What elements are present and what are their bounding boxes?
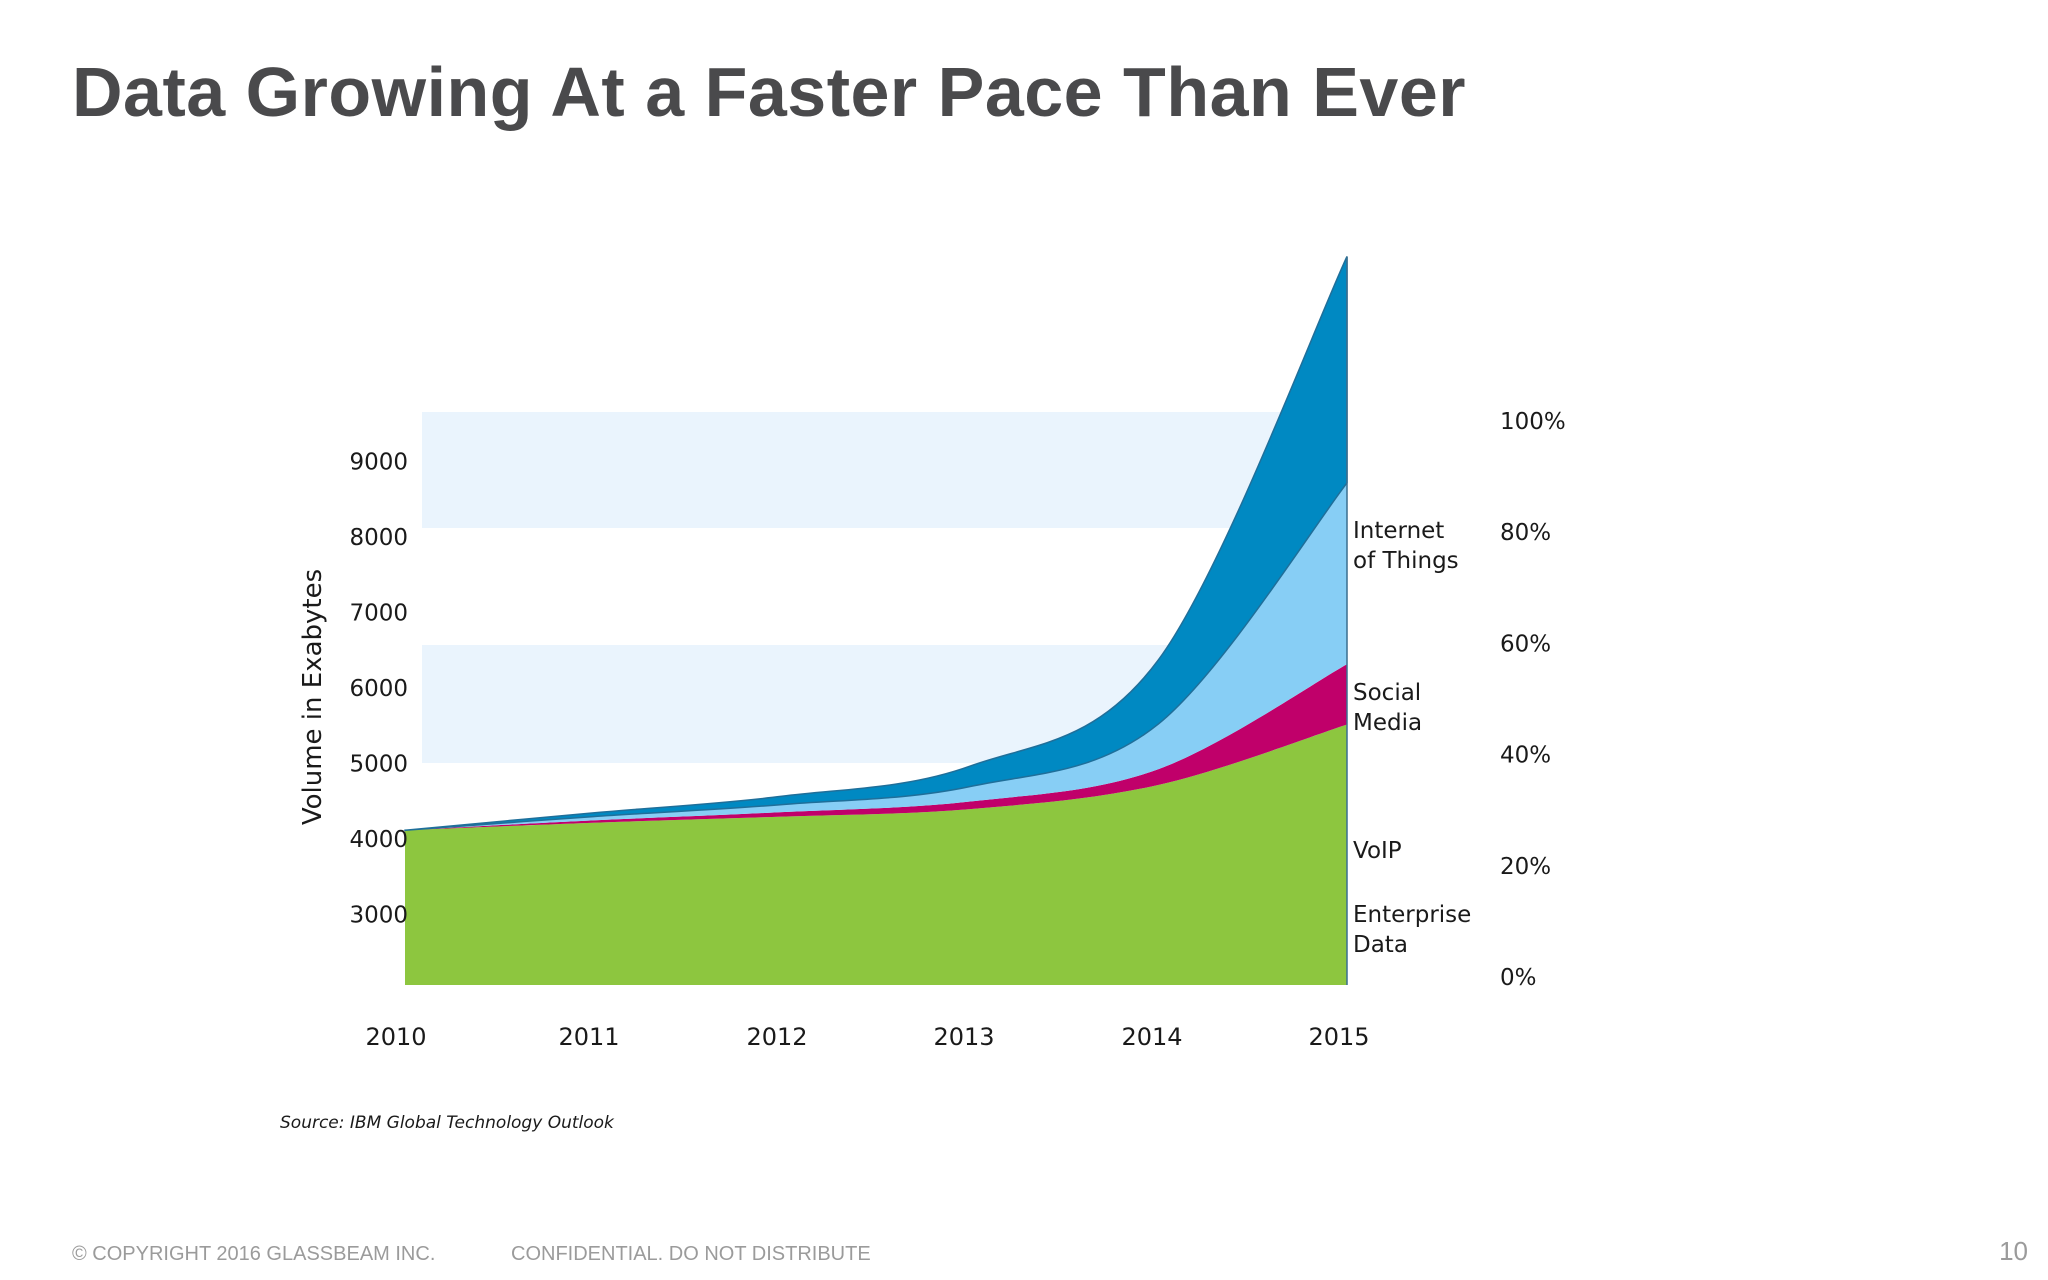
x-tick-label: 2010 <box>365 1023 426 1051</box>
area-series <box>404 256 1348 985</box>
area-internet-of-things <box>404 256 1348 832</box>
footer-confidential: CONFIDENTIAL. DO NOT DISTRIBUTE <box>511 1243 871 1265</box>
x-axis-ticks: 2010 2011 2012 2013 2014 2015 <box>365 1023 1369 1051</box>
percent-tick-label: 20% <box>1500 854 1551 880</box>
area-voip <box>405 664 1347 831</box>
y-tick-label: 8000 <box>349 525 408 551</box>
percent-tick-label: 40% <box>1500 743 1551 769</box>
x-tick-label: 2014 <box>1121 1023 1182 1051</box>
x-tick-label: 2012 <box>746 1023 807 1051</box>
series-label-enterprise-data: Enterprise Data <box>1353 902 1471 958</box>
background-band-1 <box>422 412 1347 528</box>
y-tick-label: 5000 <box>349 751 408 777</box>
percent-tick-label: 80% <box>1500 520 1551 546</box>
percent-tick-label: 100% <box>1500 409 1566 435</box>
area-enterprise-data <box>405 724 1347 985</box>
x-tick-label: 2015 <box>1308 1023 1369 1051</box>
percent-axis-ticks: 0% 20% 40% 60% 80% 100% <box>1500 409 1566 991</box>
x-tick-label: 2013 <box>933 1023 994 1051</box>
series-label-voip: VoIP <box>1353 838 1402 864</box>
percent-tick-label: 60% <box>1500 631 1551 657</box>
y-axis-label: Volume in Exabytes <box>298 569 328 825</box>
y-tick-label: 4000 <box>349 827 408 853</box>
y-tick-label: 9000 <box>349 449 408 475</box>
series-label-internet-of-things: Internet of Things <box>1353 518 1459 574</box>
x-tick-label: 2011 <box>558 1023 619 1051</box>
y-tick-label: 6000 <box>349 676 408 702</box>
series-labels: Enterprise Data VoIP Social Media Internet of … <box>1353 518 1471 958</box>
footer-copyright: © COPYRIGHT 2016 GLASSBEAM INC. <box>72 1243 436 1265</box>
page-number: 10 <box>1999 1236 2028 1266</box>
y-tick-label: 3000 <box>349 902 408 928</box>
y-tick-label: 7000 <box>349 600 408 626</box>
slide-title: Data Growing At a Faster Pace Than Ever <box>72 53 1467 131</box>
source-note: Source: IBM Global Technology Outlook <box>280 1113 615 1133</box>
percent-tick-label: 0% <box>1500 965 1537 991</box>
y-axis-ticks: 3000 4000 5000 6000 7000 8000 9000 <box>349 449 408 928</box>
series-label-social-media: Social Media <box>1353 680 1422 736</box>
